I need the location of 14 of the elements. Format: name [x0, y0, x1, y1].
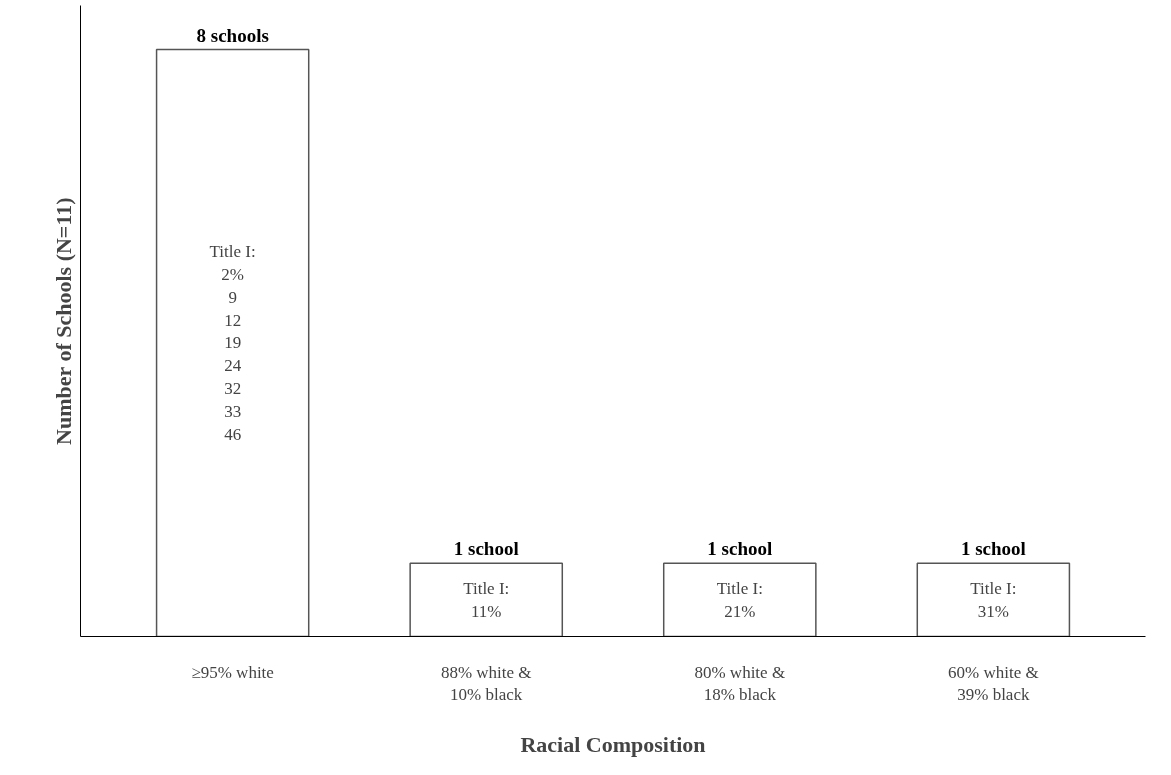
annotation: Title I: 21% [716, 578, 763, 621]
text: Title I: 2% 9 12 19 24 32 33 46 [209, 242, 256, 444]
annotation: Title I: 31% [970, 578, 1017, 621]
x-tick-label: 88% white & 10% black [440, 662, 532, 705]
annotation: Title I: 11% [463, 578, 510, 621]
x-tick-label: 60% white & 39% black [948, 662, 1039, 705]
x-axis-title: Racial Composition [520, 732, 706, 758]
data-label: 1 school [453, 538, 519, 560]
data-label: 1 school [707, 538, 773, 560]
y-axis-title: Number of Schools (N=11) [50, 197, 76, 445]
data-label: 8 schools [196, 24, 269, 46]
data-label: 1 school [960, 538, 1026, 560]
x-tick-label: 80% white & 18% black [694, 662, 786, 705]
x-tick-label: ≥95% white [191, 662, 274, 682]
